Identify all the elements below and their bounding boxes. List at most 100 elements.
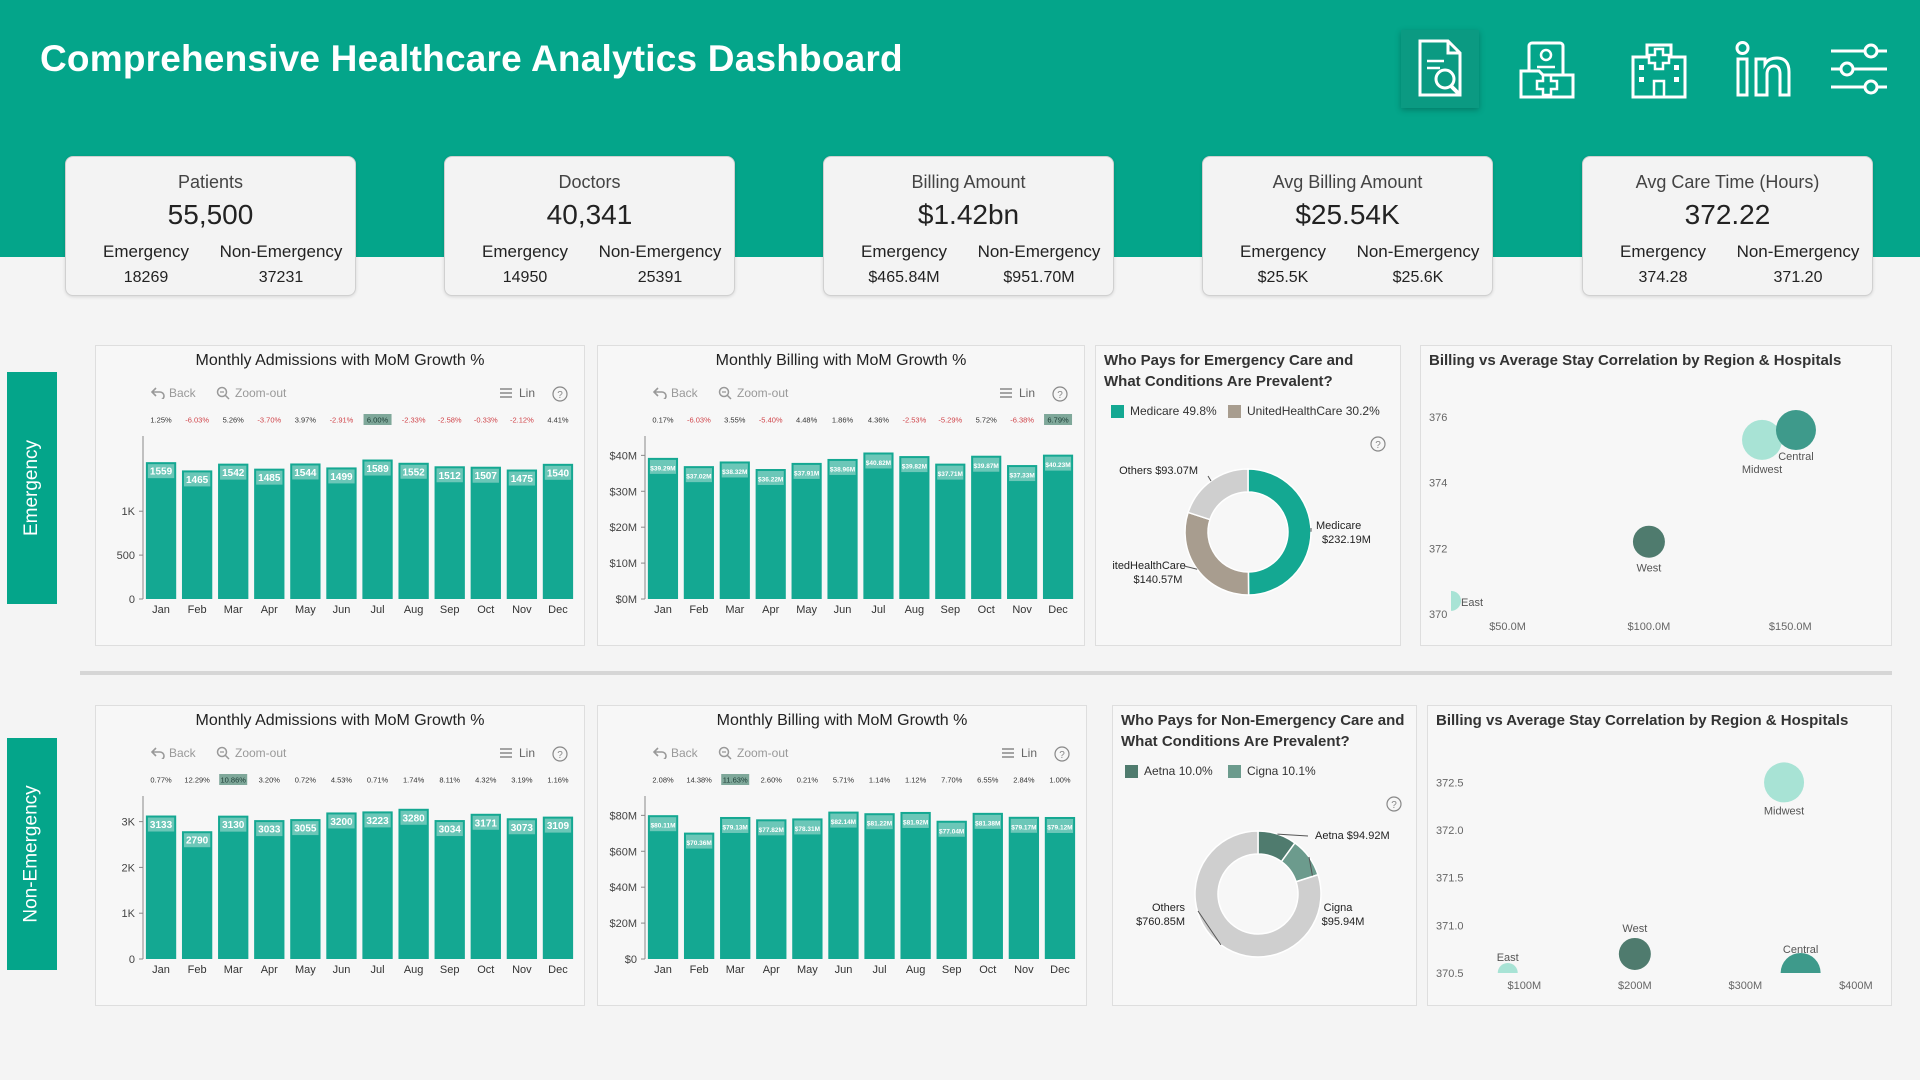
bar-value-label: $80.11M (651, 823, 676, 830)
legend-item[interactable]: Medicare 49.8% (1111, 404, 1217, 418)
help-icon[interactable]: ? (1386, 796, 1402, 817)
bar[interactable] (254, 468, 285, 599)
bar[interactable] (1042, 454, 1074, 599)
back-button[interactable]: Back (151, 386, 196, 400)
bar[interactable] (647, 815, 679, 959)
bar-value-bg (544, 818, 572, 833)
bar[interactable] (470, 466, 501, 599)
settings-sliders-icon[interactable] (1820, 30, 1898, 108)
bar[interactable] (218, 815, 249, 959)
bar[interactable] (899, 456, 930, 599)
bar[interactable] (756, 819, 787, 959)
x-tick-label: Jun (835, 964, 853, 976)
bar[interactable] (362, 459, 393, 599)
scatter-point-central[interactable] (1775, 410, 1816, 450)
scatter-point-west[interactable] (1618, 937, 1651, 970)
bar[interactable] (398, 462, 429, 599)
bar[interactable] (683, 832, 715, 959)
section-tab-emergency[interactable]: Emergency (7, 372, 57, 604)
section-tab-non-emergency[interactable]: Non-Emergency (7, 738, 57, 970)
help-icon[interactable]: ? (1370, 436, 1386, 457)
bar[interactable] (290, 819, 321, 959)
bar[interactable] (719, 461, 750, 599)
bar[interactable] (1008, 816, 1040, 959)
lin-button[interactable]: Lin (499, 746, 535, 760)
bar[interactable] (971, 455, 1002, 599)
bar[interactable] (254, 820, 285, 959)
bar[interactable] (506, 818, 538, 959)
bar[interactable] (181, 831, 213, 959)
linkedin-icon[interactable] (1725, 30, 1803, 108)
bar[interactable] (145, 815, 177, 959)
bar[interactable] (792, 818, 823, 959)
lin-button[interactable]: Lin (1001, 746, 1037, 760)
back-button[interactable]: Back (653, 386, 698, 400)
bar[interactable] (326, 467, 357, 599)
bar[interactable] (936, 820, 967, 959)
legend-item[interactable]: Cigna 10.1% (1228, 764, 1316, 778)
growth-label: 5.26% (223, 416, 245, 425)
medical-record-icon[interactable] (1510, 30, 1588, 108)
bar[interactable] (1044, 816, 1076, 959)
legend-item[interactable]: UnitedHealthCare 30.2% (1228, 404, 1380, 418)
bar[interactable] (935, 463, 966, 599)
back-button[interactable]: Back (653, 746, 698, 760)
bar[interactable] (647, 457, 679, 599)
bar[interactable] (542, 463, 574, 599)
bar[interactable] (362, 811, 393, 959)
kpi-non-emergency-label: Non-Emergency (219, 242, 343, 261)
growth-label: 6.55% (977, 776, 999, 785)
scatter-point-midwest[interactable] (1742, 419, 1783, 460)
bar[interactable] (791, 462, 822, 599)
scatter-point-east[interactable] (1497, 963, 1518, 983)
bar[interactable] (145, 462, 177, 599)
bar-value-bg (220, 465, 247, 480)
scatter-point-west[interactable] (1632, 525, 1665, 558)
donut-slice-unitedhealthcare[interactable] (1184, 511, 1250, 596)
help-icon[interactable]: ? (1052, 386, 1068, 407)
lin-button[interactable]: Lin (499, 386, 535, 400)
bar[interactable] (434, 820, 465, 959)
bar[interactable] (683, 466, 714, 599)
bar[interactable] (290, 463, 321, 599)
bar[interactable] (398, 808, 429, 959)
help-icon[interactable]: ? (552, 386, 568, 407)
bar[interactable] (827, 458, 858, 599)
bar[interactable] (326, 812, 357, 959)
zoom-out-button[interactable]: Zoom-out (216, 746, 286, 760)
back-button[interactable]: Back (151, 746, 196, 760)
donut-slice-others[interactable] (1194, 830, 1322, 958)
bar[interactable] (828, 811, 859, 959)
donut-slice-others[interactable] (1187, 468, 1249, 521)
hospital-icon[interactable] (1620, 30, 1698, 108)
scatter-point-east[interactable] (1441, 590, 1461, 611)
report-search-icon[interactable] (1401, 30, 1479, 108)
scatter-point-midwest[interactable] (1764, 762, 1805, 803)
bar[interactable] (900, 811, 931, 959)
bar[interactable] (972, 812, 1003, 959)
bar[interactable] (755, 469, 786, 599)
help-icon[interactable]: ? (1054, 746, 1070, 767)
legend-item[interactable]: Aetna 10.0% (1125, 764, 1213, 778)
bar[interactable] (470, 813, 501, 959)
bar[interactable] (864, 813, 895, 959)
point-label: Midwest (1742, 464, 1782, 476)
help-icon[interactable]: ? (552, 746, 568, 767)
bar[interactable] (218, 463, 249, 599)
bar-value-bg (400, 464, 427, 479)
bar[interactable] (720, 816, 751, 959)
bar[interactable] (542, 816, 574, 959)
bar[interactable] (434, 466, 465, 599)
scatter-point-central[interactable] (1780, 953, 1821, 993)
bar[interactable] (1007, 465, 1038, 599)
zoom-out-button[interactable]: Zoom-out (718, 386, 788, 400)
donut-slice-medicare[interactable] (1247, 468, 1312, 596)
bar[interactable] (506, 469, 538, 599)
bar-value-label: $81.38M (975, 820, 1000, 827)
bar[interactable] (181, 470, 213, 599)
bar[interactable] (863, 452, 894, 599)
zoom-out-button[interactable]: Zoom-out (216, 386, 286, 400)
lin-button[interactable]: Lin (999, 386, 1035, 400)
kpi-card: Avg Care Time (Hours) 372.22 Emergency Non-… (1582, 156, 1873, 296)
zoom-out-button[interactable]: Zoom-out (718, 746, 788, 760)
